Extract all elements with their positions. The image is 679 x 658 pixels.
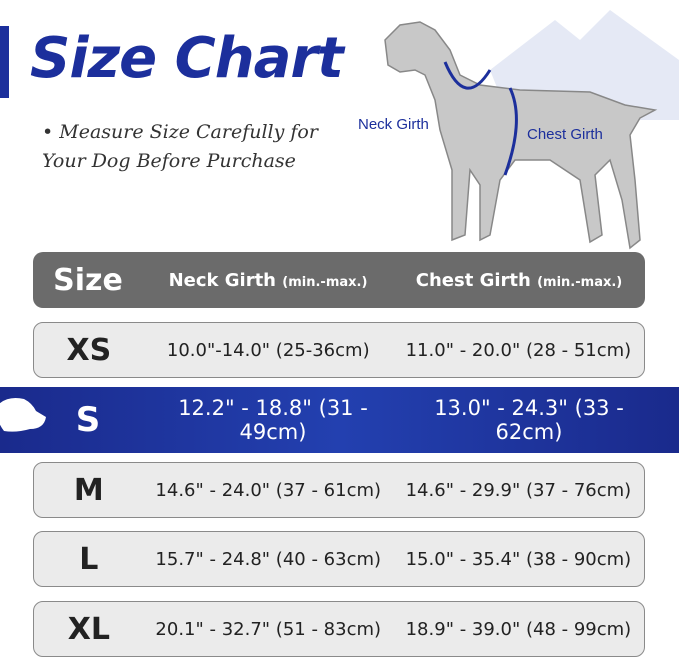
neck-girth-label: Neck Girth (358, 116, 429, 133)
size-cell: S (75, 400, 101, 440)
size-cell: L (79, 541, 99, 577)
table-row: L 15.7" - 24.8" (40 - 63cm) 15.0" - 35.4… (33, 531, 645, 587)
chest-cell: 18.9" - 39.0" (48 - 99cm) (405, 618, 632, 640)
size-cell: XS (66, 332, 112, 368)
table-row-highlighted: S 12.2" - 18.8" (31 - 49cm) 13.0" - 24.3… (0, 387, 679, 453)
neck-cell: 15.7" - 24.8" (40 - 63cm) (155, 548, 382, 570)
table-header: Size Neck Girth (min.-max.) Chest Girth … (33, 252, 645, 308)
title-accent-bar (0, 26, 9, 98)
table-row: M 14.6" - 24.0" (37 - 61cm) 14.6" - 29.9… (33, 462, 645, 518)
chest-girth-line (503, 87, 518, 176)
neck-cell: 20.1" - 32.7" (51 - 83cm) (155, 618, 382, 640)
page-title: Size Chart (30, 26, 344, 91)
size-cell: M (73, 472, 104, 508)
chest-cell: 15.0" - 35.4" (38 - 90cm) (405, 548, 632, 570)
header-neck: Neck Girth (min.-max.) (168, 269, 368, 291)
table-row: XS 10.0"-14.0" (25-36cm) 11.0" - 20.0" (… (33, 322, 645, 378)
neck-cell: 12.2" - 18.8" (31 - 49cm) (178, 396, 368, 444)
neck-cell: 14.6" - 24.0" (37 - 61cm) (155, 479, 382, 501)
chest-girth-label: Chest Girth (527, 126, 603, 143)
neck-girth-line (443, 61, 492, 90)
chest-cell: 14.6" - 29.9" (37 - 76cm) (405, 479, 632, 501)
dog-head-icon (0, 398, 46, 432)
chest-cell: 11.0" - 20.0" (28 - 51cm) (405, 339, 632, 361)
chest-cell: 13.0" - 24.3" (33 - 62cm) (434, 396, 624, 444)
size-cell: XL (67, 611, 110, 647)
dog-measurement-illustration (384, 10, 679, 250)
measure-note: • Measure Size Carefully for Your Dog Be… (42, 121, 318, 172)
header-chest: Chest Girth (min.-max.) (415, 269, 623, 291)
header-size: Size (53, 262, 123, 298)
table-row: XL 20.1" - 32.7" (51 - 83cm) 18.9" - 39.… (33, 601, 645, 657)
neck-cell: 10.0"-14.0" (25-36cm) (166, 339, 370, 361)
